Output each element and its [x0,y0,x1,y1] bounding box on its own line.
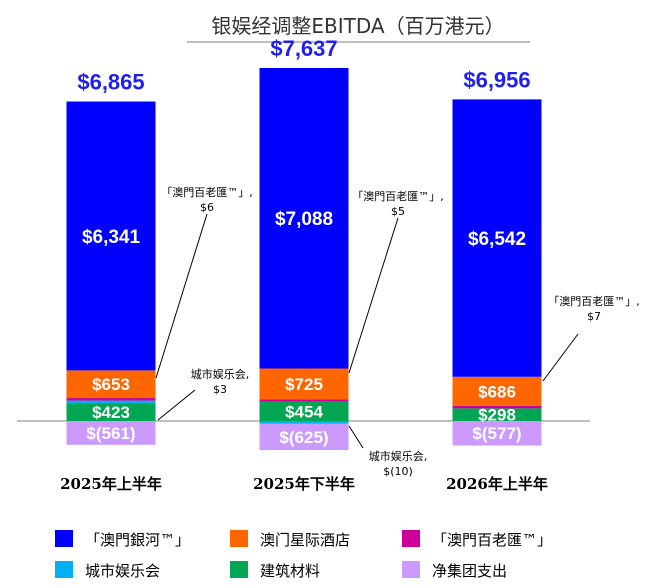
data-label-澳門銀河-2: $7,088 [275,209,333,230]
data-label-净集团支出-3: $(577) [472,424,521,443]
annotation-text-1-1: 「澳門百老匯™」, [161,186,253,199]
annotation-text-2-2: $3 [213,383,227,396]
data-label-建筑材料-2: $454 [285,402,323,421]
annotation-leader-4 [348,425,364,449]
bar-segment-澳門銀河-1 [66,101,156,371]
legend-swatch-澳門銀河 [55,530,73,547]
data-label-净集团支出-1: $(561) [86,424,135,443]
data-label-净集团支出-2: $(625) [279,428,328,447]
bar-segment-净集团支出-2 [259,423,349,450]
data-label-建筑材料-1: $423 [92,403,130,422]
annotation-leader-1 [155,213,208,379]
bar-segment-澳門銀河-3 [452,99,542,377]
legend-swatch-净集团支出 [402,561,420,578]
data-label-澳門銀河-1: $6,341 [82,227,141,248]
legend-swatch-城市娱乐会 [55,561,73,578]
bar-segment-澳門銀河-2 [259,67,349,369]
total-label-3: $6,956 [463,67,530,92]
bar-segment-澳門百老匯-2 [259,399,349,402]
annotation-text-1-2: $6 [200,201,214,214]
bar-segment-澳门星际酒店-1 [66,370,156,399]
bar-segment-建筑材料-3 [452,408,542,421]
chart-title: 银娱经调整EBITDA（百万港元） [211,14,504,38]
total-label-1: $6,865 [77,70,144,95]
legend-swatch-澳门星际酒店 [230,530,248,547]
data-label-澳门星际酒店-2: $725 [285,375,323,394]
annotation-layer: 「澳門百老匯™」, $6 城市娱乐会, $3 「澳門百老匯™」, $5 城市娱乐会, $(10… [155,186,640,478]
annotation-text-2-1: 城市娱乐会, [191,367,250,381]
data-label-澳門銀河-3: $6,542 [468,229,526,250]
legend-swatch-澳門百老匯 [402,530,420,547]
bar-segment-澳门星际酒店-2 [259,368,349,400]
data-label-澳门星际酒店-3: $686 [478,382,516,401]
bar-segment-建筑材料-1 [66,403,156,421]
annotation-leader-5 [542,333,579,382]
legend-label-澳門百老匯: 「澳門百老匯™」 [432,531,552,549]
bar-segment-澳門百老匯-3 [452,405,542,409]
bar-segment-净集团支出-1 [66,421,156,445]
data-label-建筑材料-3: $298 [478,406,516,425]
bar-segment-澳門百老匯-1 [66,398,156,401]
bar-segment-城市娱乐会-2 [259,421,349,424]
legend-swatch-建筑材料 [230,561,248,578]
legend-label-澳门星际酒店: 澳门星际酒店 [260,531,350,549]
annotation-text-5-2: $7 [587,310,601,323]
data-label-澳门星际酒店-1: $653 [92,375,130,394]
category-label-3: 2026年上半年 [446,475,548,493]
annotation-text-4-1: 城市娱乐会, [369,449,428,463]
legend-label-城市娱乐会: 城市娱乐会 [85,562,160,580]
category-label-1: 2025年上半年 [60,475,162,493]
bar-segment-建筑材料-2 [259,401,349,421]
bar-segment-净集团支出-3 [452,421,542,446]
annotation-text-3-1: 「澳門百老匯™」, [352,190,444,203]
bar-segment-城市娱乐会-1 [66,400,156,404]
bars-layer: $6,341 $653 $423 $(561) $6,865 2025年上半年 $7,088… [17,36,590,493]
legend: 「澳門銀河™」 澳门星际酒店 「澳門百老匯™」城市娱乐会 建筑材料 净集团支出 [55,530,552,580]
legend-label-建筑材料: 建筑材料 [260,562,320,580]
annotation-text-5-1: 「澳門百老匯™」, [548,295,640,308]
annotation-text-3-2: $5 [391,205,405,218]
bar-segment-澳门星际酒店-3 [452,376,542,406]
annotation-leader-2 [157,389,196,421]
legend-label-净集团支出: 净集团支出 [432,562,507,580]
annotation-text-4-2: $(10) [383,465,413,478]
category-label-2: 2025年下半年 [253,475,355,493]
annotation-leader-3 [348,217,399,374]
legend-label-澳門銀河: 「澳門銀河™」 [85,531,190,549]
total-label-2: $7,637 [270,36,337,61]
